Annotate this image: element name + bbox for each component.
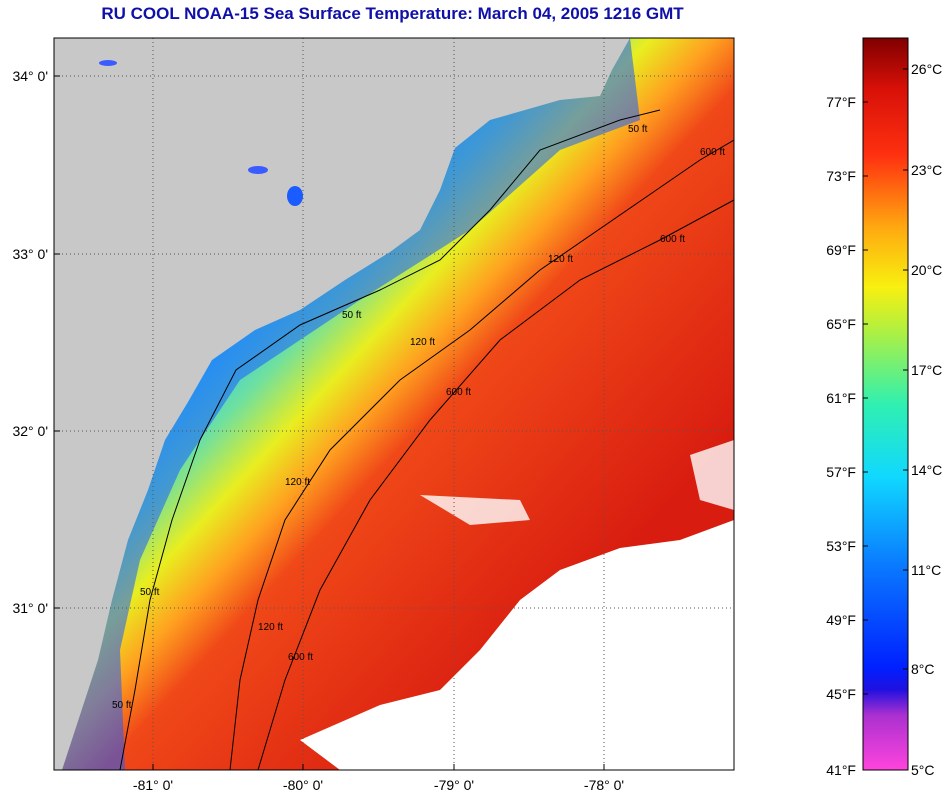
contour-120ft	[229, 139, 734, 770]
lon-tick-label: -79° 0'	[434, 777, 474, 793]
contour-label: 120 ft	[548, 254, 573, 265]
contour-label: 50 ft	[342, 310, 362, 321]
contour-label: 120 ft	[410, 337, 435, 348]
colorbar-c-label: 5°C	[911, 762, 935, 778]
colorbar-f-label: 45°F	[826, 686, 856, 702]
lat-tick-label: 33° 0'	[12, 246, 48, 262]
lon-tick-label: -80° 0'	[283, 777, 323, 793]
cloud-patch	[690, 440, 734, 510]
contour-600ft	[257, 199, 734, 770]
contour-label: 600 ft	[288, 652, 313, 663]
map-frame	[53, 37, 735, 771]
map-title: RU COOL NOAA-15 Sea Surface Temperature:…	[101, 4, 684, 23]
contour-label: 50 ft	[628, 124, 648, 135]
colorbar-c-label: 23°C	[911, 162, 942, 178]
lat-tick-label: 32° 0'	[12, 423, 48, 439]
colorbar-c-label: 20°C	[911, 262, 942, 278]
land-mass	[54, 38, 630, 770]
axis-ticks	[54, 75, 605, 770]
contour-label: 50 ft	[140, 587, 160, 598]
colorbar-c-label: 8°C	[911, 661, 935, 677]
colorbar-f-label: 53°F	[826, 538, 856, 554]
cloud-cover	[300, 520, 734, 770]
colorbar-f-label: 69°F	[826, 242, 856, 258]
colorbar-f-label: 65°F	[826, 316, 856, 332]
lake	[99, 60, 117, 66]
lon-tick-label: -78° 0'	[584, 777, 624, 793]
lake	[287, 186, 303, 206]
colorbar-c-label: 11°C	[911, 562, 941, 578]
colorbar-c-label: 17°C	[911, 362, 942, 378]
contour-label: 600 ft	[660, 234, 685, 245]
lon-tick-label: -81° 0'	[133, 777, 173, 793]
colorbar-c-label: 26°C	[911, 61, 942, 77]
colorbar-f-label: 77°F	[826, 94, 856, 110]
colorbar-f-label: 61°F	[826, 390, 856, 406]
colorbar-f-label: 49°F	[826, 612, 856, 628]
colorbar	[862, 37, 909, 771]
colorbar-ticks	[863, 68, 908, 695]
lat-tick-label: 34° 0'	[12, 68, 48, 84]
contour-label: 600 ft	[700, 147, 725, 158]
colorbar-f-label: 57°F	[826, 464, 856, 480]
contour-label: 50 ft	[112, 700, 132, 711]
graticule	[54, 38, 734, 770]
map-plot-area: 50 ft 120 ft 600 ft 50 ft 120 ft 600 ft …	[54, 38, 734, 770]
colorbar-f-label: 73°F	[826, 168, 856, 184]
lake	[248, 166, 268, 174]
contour-label: 120 ft	[285, 477, 310, 488]
contour-label: 600 ft	[446, 387, 471, 398]
contour-label: 120 ft	[258, 622, 283, 633]
colorbar-c-label: 14°C	[911, 462, 942, 478]
lat-tick-label: 31° 0'	[12, 600, 48, 616]
colorbar-f-label: 41°F	[826, 762, 856, 778]
cloud-patch	[420, 495, 530, 525]
contour-50ft	[119, 109, 661, 770]
